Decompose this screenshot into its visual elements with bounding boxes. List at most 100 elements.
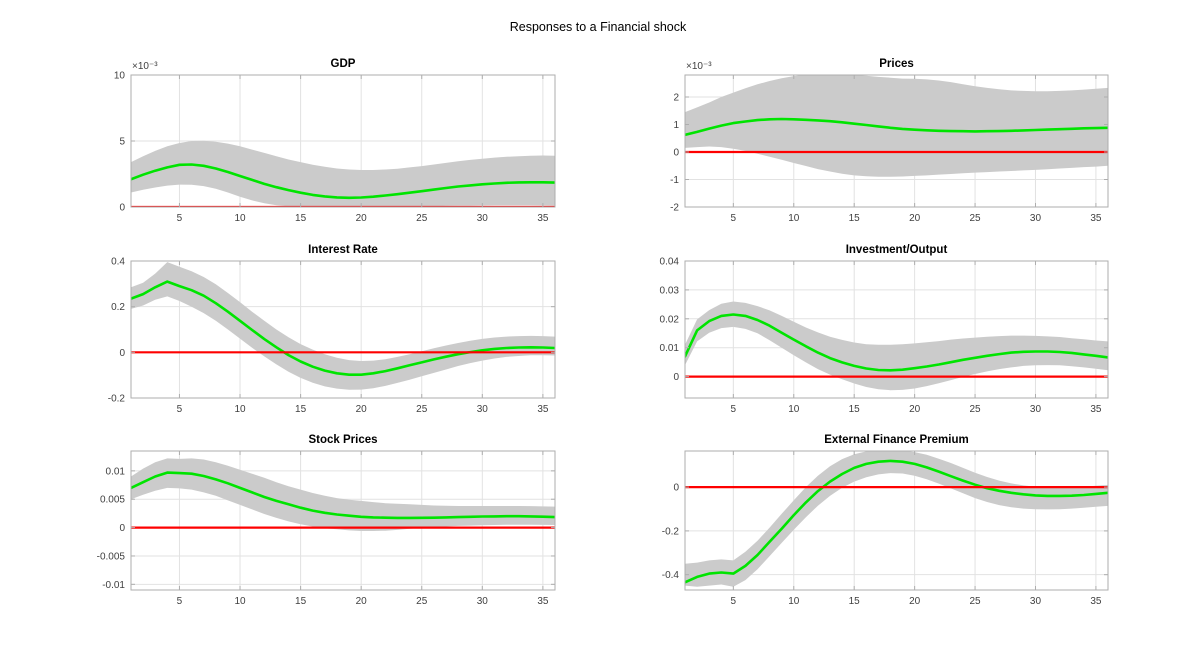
x-tick-label: 25: [416, 404, 428, 415]
x-tick-label: 5: [731, 213, 737, 224]
axis-ticks: [685, 451, 1108, 590]
x-tick-label: 15: [295, 213, 307, 224]
y-tick-label: 0: [673, 148, 679, 159]
confidence-band: [131, 458, 555, 531]
y-tick-label: 10: [114, 71, 126, 82]
confidence-band: [685, 451, 1108, 587]
x-tick-label: 35: [1090, 596, 1102, 607]
y-tick-label: 0: [673, 483, 679, 494]
y-tick-label: -1: [670, 175, 679, 186]
x-tick-label: 20: [356, 213, 368, 224]
axis-box: [684, 260, 1109, 399]
x-tick-label: 30: [477, 404, 489, 415]
y-exponent-label: ×10⁻³: [686, 61, 712, 72]
y-tick-label: 0: [673, 372, 679, 383]
x-tick-label: 35: [537, 596, 549, 607]
x-tick-label: 25: [969, 404, 981, 415]
y-tick-label: 0.005: [100, 495, 125, 506]
axis-box: [684, 450, 1109, 591]
x-tick-label: 35: [1090, 404, 1102, 415]
x-tick-label: 30: [1030, 596, 1042, 607]
subplot-title: Stock Prices: [308, 434, 377, 446]
y-tick-label: 1: [673, 120, 679, 131]
subplot-title: Prices: [879, 58, 914, 70]
axis-box: [130, 450, 556, 591]
axis-ticks: [131, 74, 555, 208]
subplot-title: GDP: [331, 58, 356, 70]
x-tick-label: 20: [909, 404, 921, 415]
subplot-prices: 5 10 15 20 25 30 35 -2 -1 0 1 2 Prices ×10⁻³: [670, 58, 1109, 224]
x-tick-label: 5: [731, 404, 737, 415]
y-tick-label: 0.04: [660, 257, 680, 268]
y-tick-label: -0.01: [102, 580, 125, 591]
y-tick-label: 0: [119, 523, 125, 534]
y-tick-label: 0.2: [111, 302, 125, 313]
x-tick-label: 5: [177, 596, 183, 607]
axis-ticks: [131, 260, 555, 399]
x-tick-label: 25: [416, 213, 428, 224]
x-tick-label: 35: [537, 404, 549, 415]
subplot-gdp: 5 10 15 20 25 30 35 0 5 10 GDP ×10⁻³: [114, 58, 556, 224]
x-tick-label: 25: [969, 596, 981, 607]
x-tick-label: 30: [477, 596, 489, 607]
x-tick-label: 10: [234, 213, 246, 224]
y-tick-label: 5: [119, 137, 125, 148]
x-tick-label: 10: [788, 404, 800, 415]
x-tick-label: 5: [177, 404, 183, 415]
x-tick-label: 20: [909, 596, 921, 607]
x-tick-label: 30: [477, 213, 489, 224]
y-tick-label: -0.2: [662, 526, 680, 537]
x-tick-label: 25: [416, 596, 428, 607]
y-tick-label: -0.4: [662, 570, 680, 581]
y-tick-label: -2: [670, 203, 679, 214]
y-tick-label: 0.03: [660, 285, 680, 296]
median-line: [131, 471, 555, 520]
x-tick-label: 20: [356, 596, 368, 607]
subplot-investment-output: 5 10 15 20 25 30 35 0 0.01 0.02 0.03 0.04 Investment…: [660, 244, 1109, 415]
y-tick-label: 0.02: [660, 314, 680, 325]
axis-ticks: [685, 75, 1108, 208]
x-tick-label: 5: [177, 213, 183, 224]
median-line: [685, 117, 1108, 137]
x-tick-label: 30: [1030, 404, 1042, 415]
x-tick-label: 10: [788, 596, 800, 607]
subplot-title: Investment/Output: [846, 244, 948, 256]
y-tick-label: 0: [119, 348, 125, 359]
subplot-interest-rate: 5 10 15 20 25 30 35 -0.2 0 0.2 0.4 Interest Rate: [108, 244, 556, 415]
axis-ticks: [131, 451, 555, 590]
x-tick-label: 10: [234, 596, 246, 607]
y-tick-label: -0.005: [97, 551, 126, 562]
y-exponent-label: ×10⁻³: [132, 61, 158, 72]
median-line: [131, 280, 555, 377]
x-tick-label: 30: [1030, 213, 1042, 224]
x-tick-label: 15: [849, 596, 861, 607]
axis-box: [130, 260, 556, 399]
y-tick-label: 0.01: [660, 343, 680, 354]
y-tick-label: -0.2: [108, 394, 126, 405]
x-tick-label: 10: [234, 404, 246, 415]
median-line: [685, 459, 1108, 584]
x-tick-label: 10: [788, 213, 800, 224]
subplot-stock-prices: 5 10 15 20 25 30 35 -0.01 -0.005 0 0.005 0.01 Stock …: [97, 434, 556, 607]
x-tick-label: 15: [295, 596, 307, 607]
x-tick-label: 25: [969, 213, 981, 224]
axis-ticks: [685, 260, 1108, 398]
x-tick-label: 35: [537, 213, 549, 224]
confidence-band: [131, 140, 555, 207]
x-tick-label: 20: [909, 213, 921, 224]
y-tick-label: 0: [119, 203, 125, 214]
x-tick-label: 5: [731, 596, 737, 607]
subplot-title: Interest Rate: [308, 244, 378, 256]
x-tick-label: 15: [849, 213, 861, 224]
subplot-external-finance-premium: 5 10 15 20 25 30 35 -0.4 -0.2 0 External Finance P…: [662, 434, 1109, 607]
x-tick-label: 15: [295, 404, 307, 415]
x-tick-label: 35: [1090, 213, 1102, 224]
x-tick-label: 20: [356, 404, 368, 415]
median-line: [685, 313, 1108, 372]
axis-box: [684, 74, 1109, 208]
y-tick-label: 0.01: [106, 466, 126, 477]
y-tick-label: 2: [673, 93, 679, 104]
confidence-band: [131, 262, 555, 390]
